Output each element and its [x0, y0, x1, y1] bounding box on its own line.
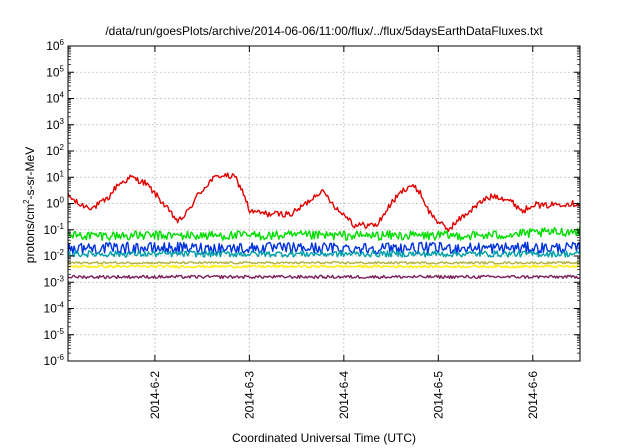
y-tick-exponent: -6	[57, 353, 65, 362]
grid-lines	[68, 46, 580, 361]
data-series-line-2	[67, 226, 581, 241]
y-tick-base: 10	[46, 170, 60, 184]
x-axis-ticks: 2014-6-2 2014-6-3 2014-6-4 2014-6-5 2014-6-6	[148, 46, 540, 419]
y-tick-base: 10	[46, 118, 60, 132]
y-tick-label: 106	[46, 38, 64, 53]
y-tick-exponent: -1	[57, 222, 65, 231]
y-tick-base: 10	[46, 144, 60, 158]
y-tick-label: 10-6	[44, 353, 65, 368]
y-tick-base: 10	[44, 249, 58, 263]
x-axis-label: Coordinated Universal Time (UTC)	[232, 431, 416, 445]
y-tick-label: 100	[46, 196, 64, 211]
y-tick-exponent: -2	[57, 248, 65, 257]
x-tick-label: 2014-6-6	[526, 371, 540, 419]
y-tick-base: 10	[44, 354, 58, 368]
data-series-line-4	[67, 250, 581, 258]
y-tick-exponent: -5	[57, 327, 65, 336]
y-axis-label-exponent: 2	[22, 199, 31, 204]
y-tick-base: 10	[46, 92, 60, 106]
data-series-line-5	[67, 264, 581, 269]
x-tick-label: 2014-6-5	[431, 371, 445, 419]
y-tick-label: 104	[46, 91, 64, 106]
y-tick-exponent: -4	[57, 301, 65, 310]
data-series-line-3	[67, 241, 581, 255]
y-axis-label-base: protons/cm	[23, 204, 37, 263]
data-series-line-1	[67, 172, 581, 232]
y-tick-label: 10-5	[44, 327, 65, 342]
y-tick-base: 10	[44, 275, 58, 289]
y-tick-base: 10	[44, 302, 58, 316]
chart-title: /data/run/goesPlots/archive/2014-06-06/1…	[105, 24, 543, 38]
y-tick-base: 10	[46, 39, 60, 53]
y-tick-label: 10-4	[44, 301, 65, 316]
y-tick-exponent: 0	[60, 196, 65, 205]
data-series-line-6	[67, 261, 581, 265]
y-tick-label: 105	[46, 64, 64, 79]
x-tick-label: 2014-6-2	[148, 371, 162, 419]
y-tick-base: 10	[44, 328, 58, 342]
y-tick-label: 103	[46, 117, 64, 132]
y-tick-exponent: 6	[60, 38, 65, 47]
y-axis-ticks: 10-610-510-410-310-210-11001011021031041…	[44, 38, 580, 368]
data-series-line-7	[68, 274, 581, 280]
y-tick-label: 102	[46, 143, 64, 158]
y-tick-base: 10	[46, 65, 60, 79]
y-tick-base: 10	[44, 223, 58, 237]
y-tick-exponent: 3	[60, 117, 65, 126]
y-tick-label: 101	[46, 169, 64, 184]
y-tick-exponent: -3	[57, 274, 65, 283]
x-tick-label: 2014-6-4	[337, 371, 351, 419]
y-tick-exponent: 5	[60, 64, 65, 73]
x-tick-label: 2014-6-3	[242, 371, 256, 419]
y-tick-label: 10-3	[44, 274, 65, 289]
y-tick-label: 10-1	[44, 222, 65, 237]
y-tick-exponent: 4	[60, 91, 65, 100]
y-tick-exponent: 2	[60, 143, 65, 152]
y-tick-exponent: 1	[60, 169, 65, 178]
y-tick-base: 10	[46, 197, 60, 211]
y-axis-label-rest: -s-sr-MeV	[23, 147, 37, 200]
y-axis-label: protons/cm2-s-sr-MeV	[22, 147, 37, 263]
y-tick-label: 10-2	[44, 248, 65, 263]
data-series-group	[67, 172, 581, 280]
